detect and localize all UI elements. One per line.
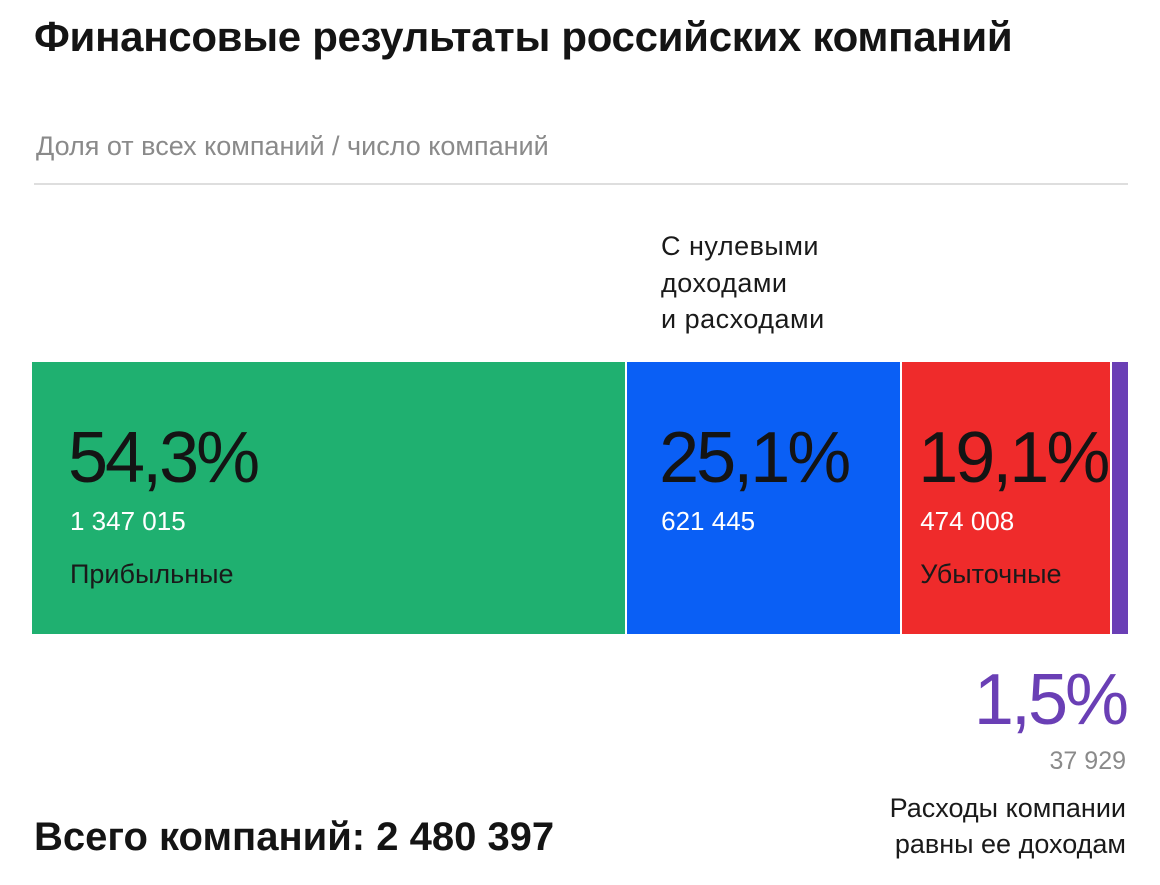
segment-label-zero-text: С нулевыми доходами и расходами [661,231,825,334]
segment-label-zero-line: доходами [661,267,788,298]
bar-segment-loss: 19,1% 474 008 Убыточные [902,362,1110,634]
segment-label-zero-line: и расходами [661,304,825,334]
segment-count-profitable: 1 347 015 [70,506,186,536]
segment-percent-profitable: 54,3% [68,418,260,498]
bar-segment-profitable: 54,3% 1 347 015 Прибыльные [32,362,626,634]
segment-label-loss: Убыточные [920,559,1062,589]
segment-count-zero: 621 445 [661,506,756,536]
bar-segment-zero: 25,1% 621 445 [627,362,901,634]
stacked-bar: 54,3% 1 347 015 Прибыльные 25,1% 621 445 19,1… [32,362,1128,634]
segment-count-loss: 474 008 [920,506,1015,536]
segment-label-profitable: Прибыльные [70,559,234,589]
segment-label-zero-line: С нулевыми [661,231,819,261]
divider [34,183,1128,185]
total-companies: Всего компаний: 2 480 397 [34,815,555,859]
segment-count-equal: 37 929 [1049,747,1126,775]
bar-segment-equal [1111,362,1128,634]
segment-percent-loss: 19,1% [918,418,1110,498]
segment-label-equal: Расходы компании равны ее доходам [889,793,1126,859]
segment-percent-zero: 25,1% [659,418,851,498]
segment-label-zero: С нулевыми доходами и расходами [661,228,825,338]
chart-subtitle: Доля от всех компаний / число компаний [36,131,549,161]
segment-percent-equal: 1,5% [973,660,1129,740]
chart-title: Финансовые результаты российских компани… [34,13,1013,60]
